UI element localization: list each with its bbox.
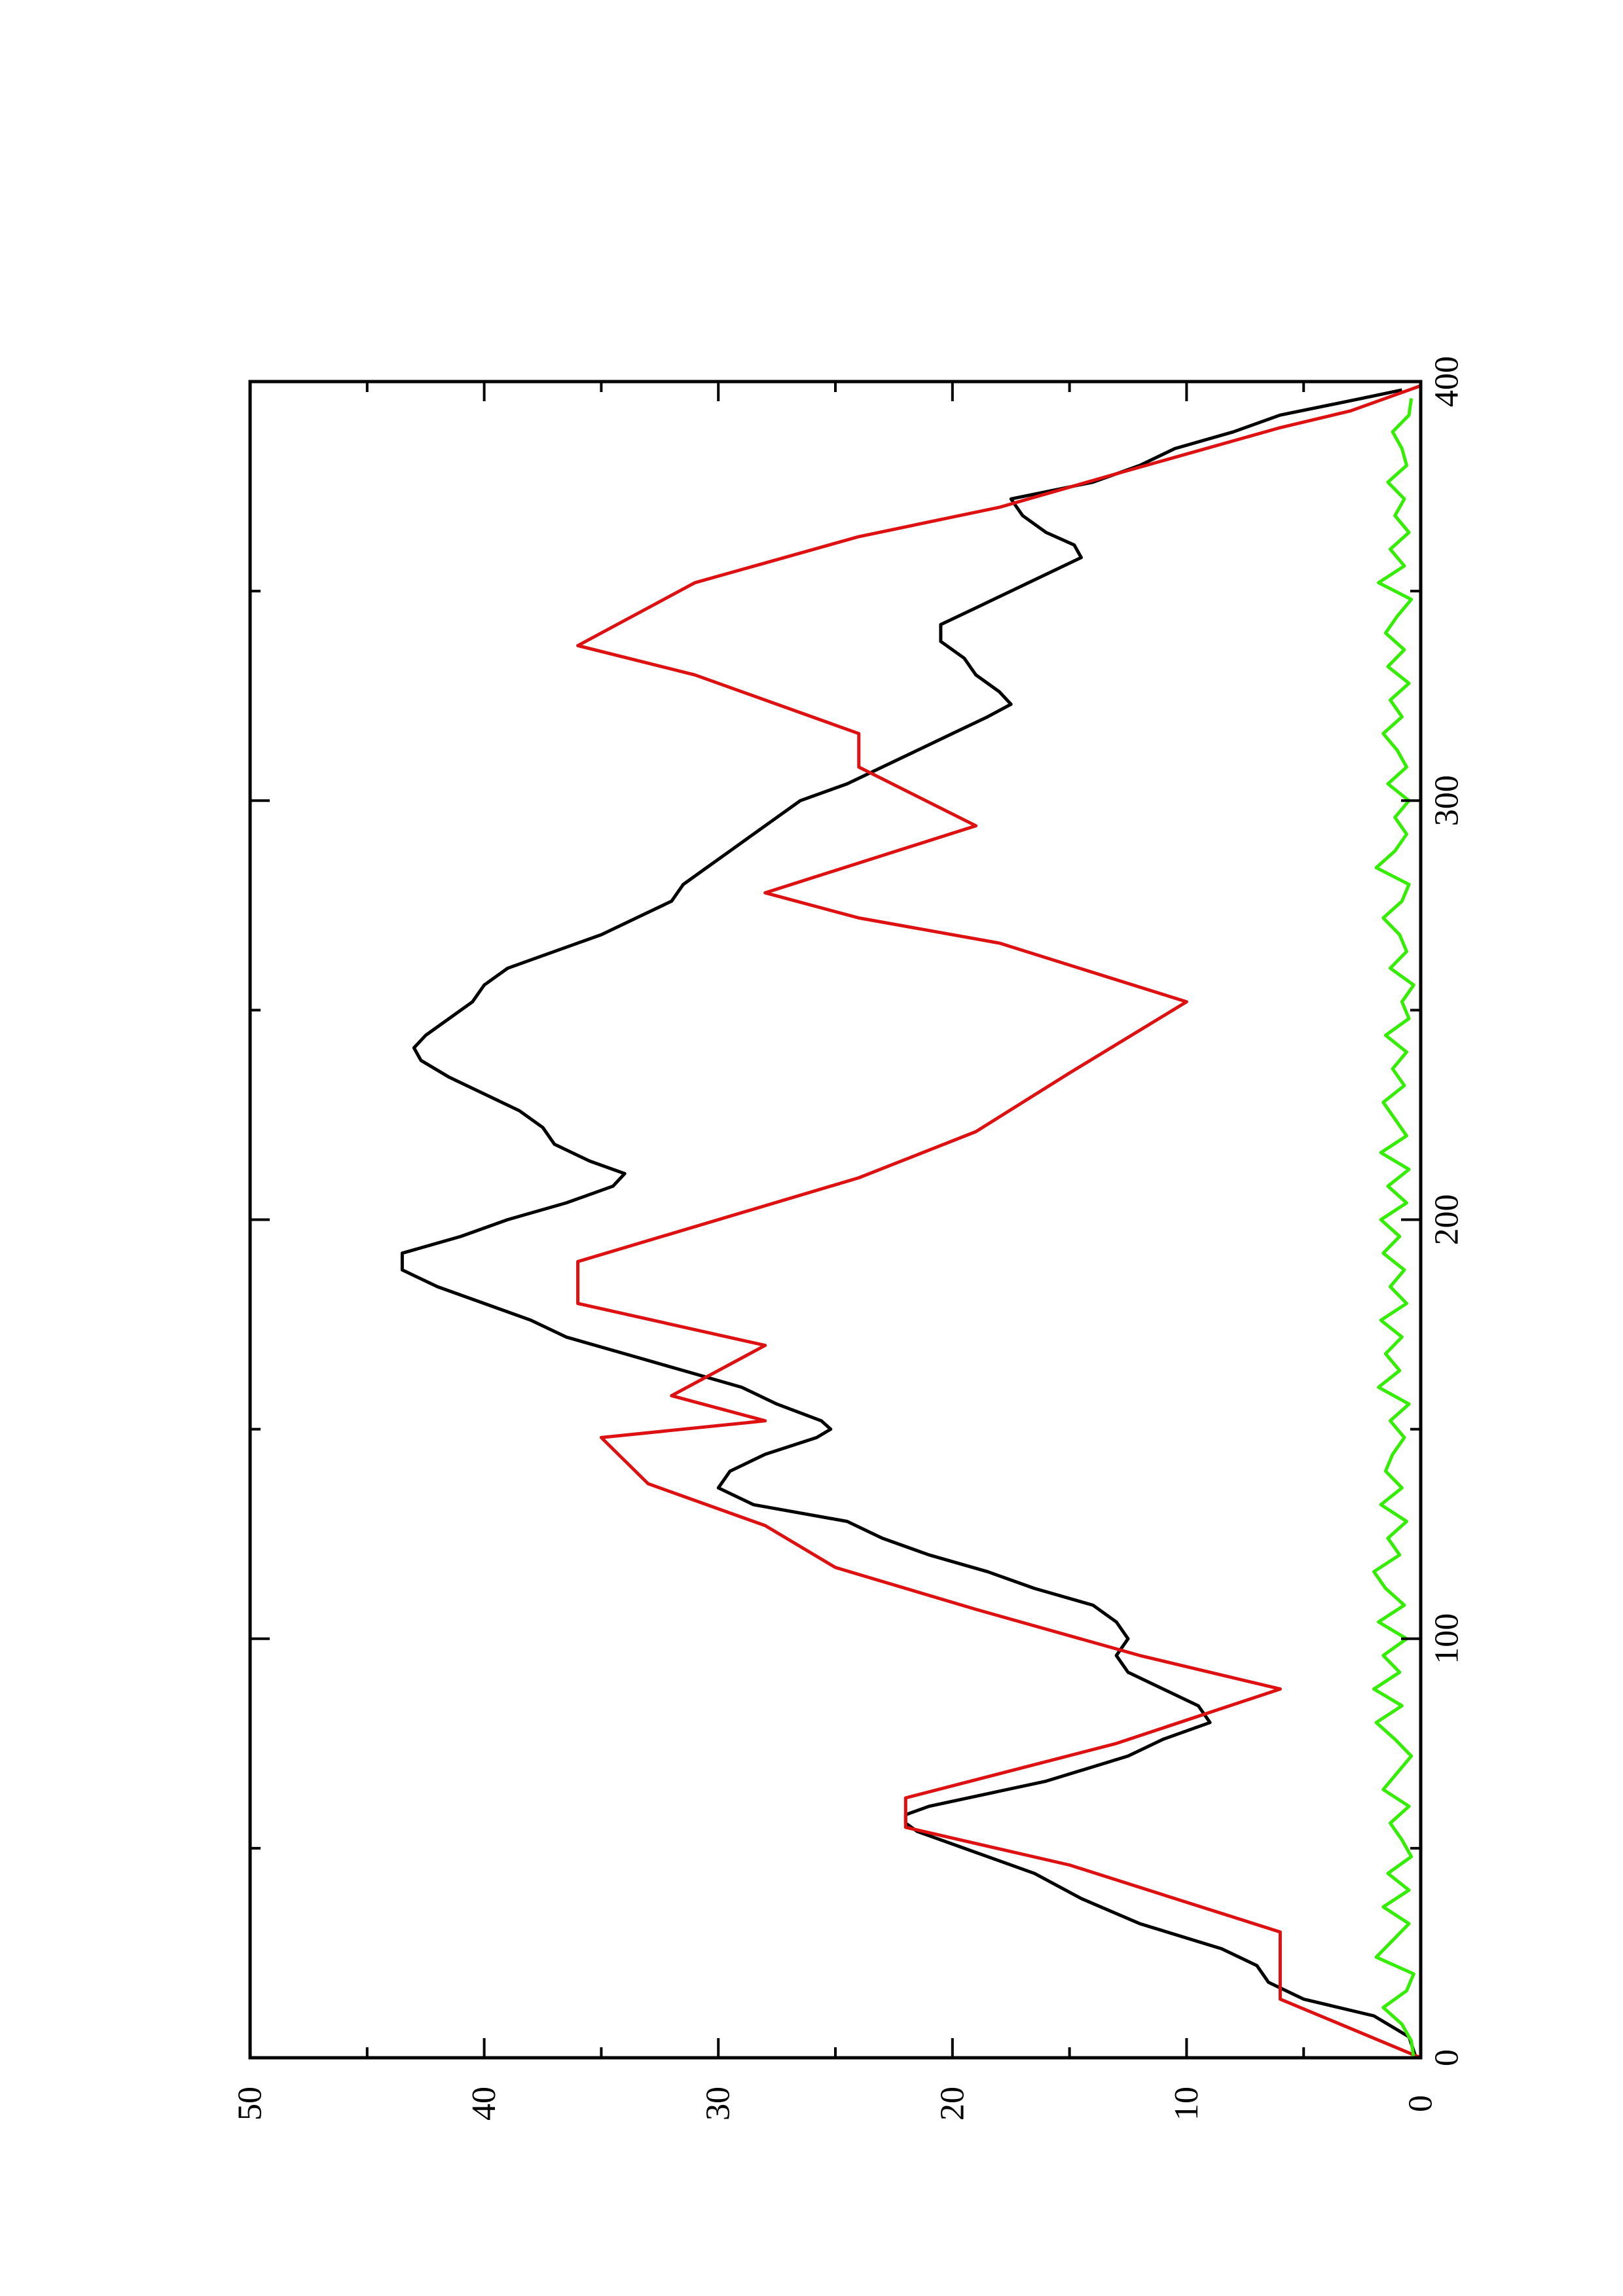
- y-tick-label: 10: [1168, 2087, 1205, 2121]
- series-line-1: [400, 388, 1418, 2058]
- series-layer: [400, 384, 1421, 2060]
- series-line-3: [1372, 398, 1415, 2058]
- x-tick-label: 300: [1429, 775, 1466, 826]
- tick-layer: 0 100 200 300 400 0 10 20 30 40 50: [232, 356, 1466, 2121]
- x-tick-label: 400: [1429, 356, 1466, 407]
- x-tick-label: 200: [1429, 1194, 1466, 1246]
- x-tick-label: 100: [1429, 1613, 1466, 1664]
- y-tick-label: 40: [465, 2087, 503, 2121]
- y-tick-label: 30: [700, 2087, 737, 2121]
- y-tick-label: 20: [934, 2087, 971, 2121]
- y-tick-label: 50: [232, 2087, 269, 2121]
- series-line-2: [576, 384, 1421, 2060]
- y-tick-label: 0: [1402, 2095, 1440, 2112]
- x-tick-label: 0: [1429, 2049, 1466, 2066]
